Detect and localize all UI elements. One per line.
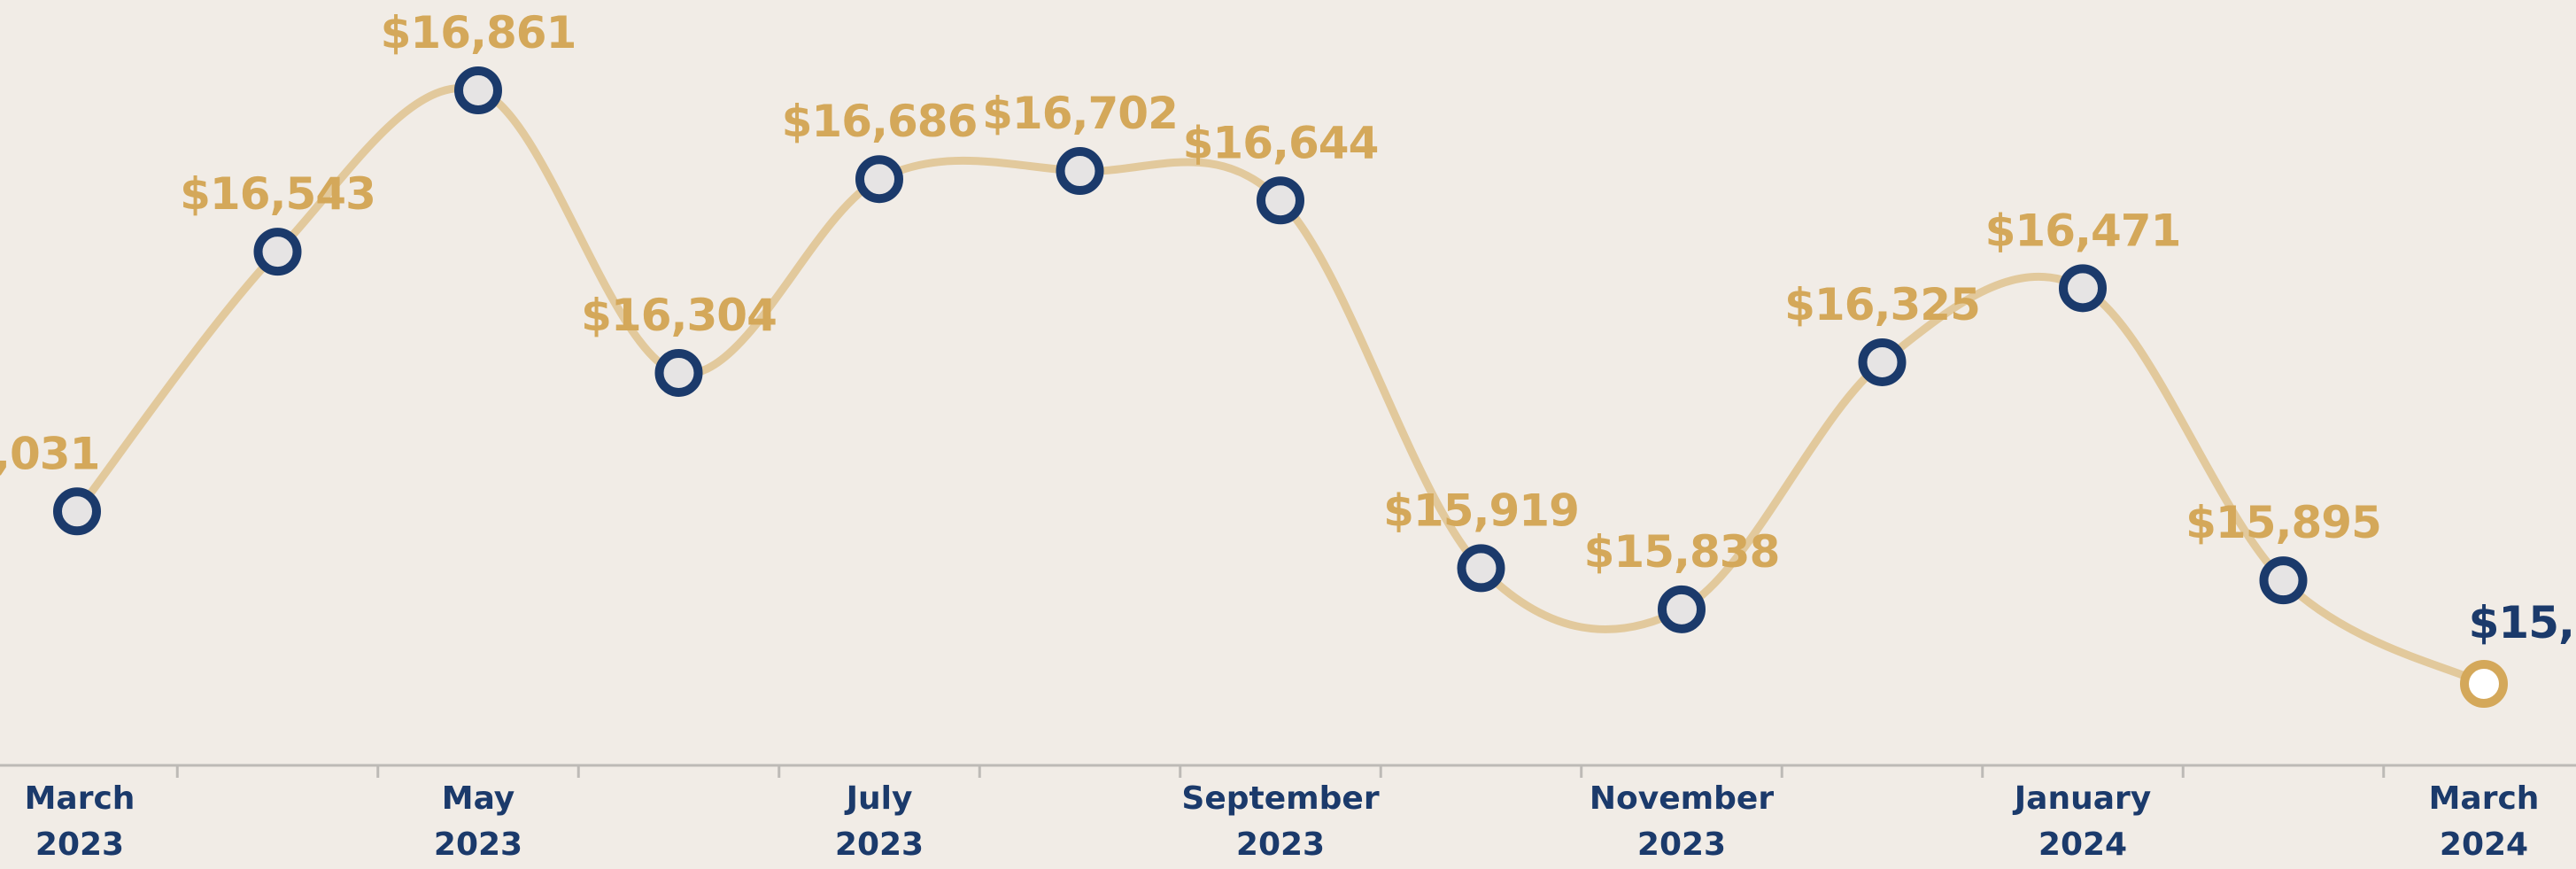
x-tick-label: July 2023 — [834, 780, 924, 863]
marker — [454, 66, 502, 114]
marker — [1658, 585, 1706, 633]
marker — [2259, 556, 2308, 605]
marker — [1257, 176, 1304, 225]
marker — [2059, 264, 2107, 313]
value-label: $16,304 — [581, 290, 777, 341]
value-label: $15,691 — [2469, 597, 2576, 648]
marker — [1457, 544, 1505, 593]
value-label: $16,543 — [180, 168, 375, 220]
x-tick-label: November 2023 — [1589, 780, 1775, 863]
value-label: $16,031 — [0, 428, 99, 479]
x-tick-label: March 2024 — [2428, 780, 2540, 863]
marker — [654, 348, 703, 397]
x-tick-label: May 2023 — [433, 780, 523, 863]
value-label: $16,325 — [1784, 279, 1980, 330]
marker — [53, 487, 101, 536]
value-label: $16,861 — [381, 7, 576, 58]
value-label: $15,919 — [1383, 485, 1579, 536]
marker — [1056, 147, 1104, 196]
x-tick-label: September 2023 — [1181, 780, 1380, 863]
value-label: $15,895 — [2185, 497, 2381, 548]
value-label: $16,702 — [982, 88, 1178, 139]
marker — [2460, 660, 2508, 708]
value-label: $16,686 — [782, 96, 978, 147]
value-label: $16,471 — [1985, 205, 2181, 256]
x-tick-label: January 2024 — [2014, 780, 2152, 863]
marker — [855, 155, 903, 204]
value-label: $16,644 — [1183, 117, 1379, 168]
marker — [253, 228, 302, 276]
value-label: $15,838 — [1584, 526, 1780, 578]
marker — [1858, 338, 1907, 386]
x-tick-label: March 2023 — [24, 780, 135, 863]
